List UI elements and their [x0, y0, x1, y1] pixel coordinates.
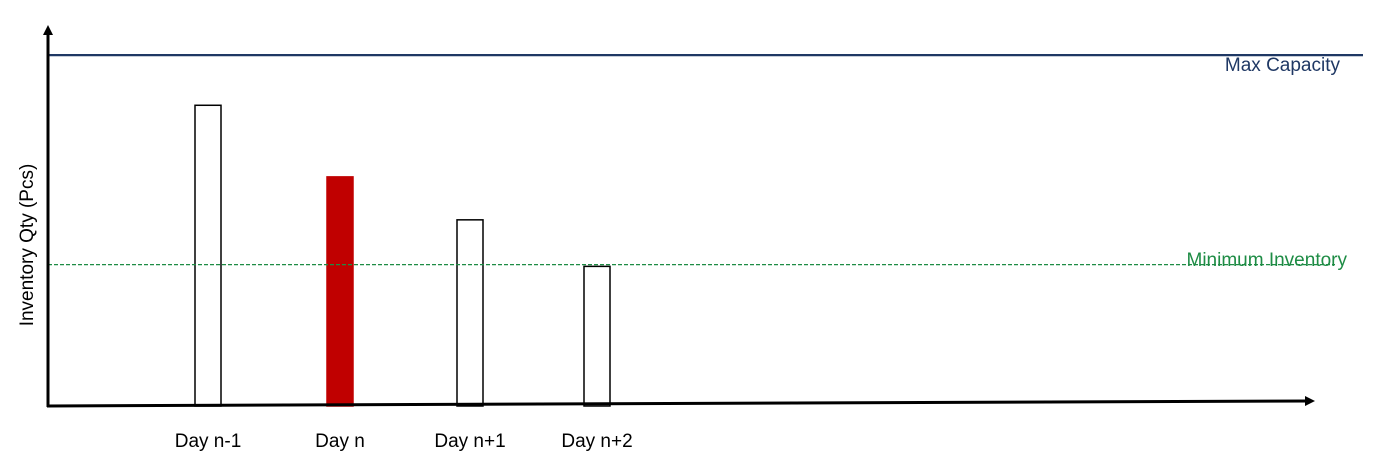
y-axis-label: Inventory Qty (Pcs): [17, 164, 38, 327]
bar-day-nminus1: [194, 104, 222, 407]
bar-day-n: [326, 176, 354, 407]
bar-day-nplus1: [456, 219, 484, 407]
x-tick-label: Day n+2: [561, 431, 632, 452]
x-tick-labels-layer: Day n-1 Day n Day n+1 Day n+2: [175, 431, 633, 452]
minimum-inventory-label: Minimum Inventory: [1187, 250, 1348, 271]
bars-layer: [194, 104, 611, 407]
bar-day-nplus2: [583, 265, 611, 407]
x-tick-label: Day n-1: [175, 431, 242, 452]
max-capacity-label: Max Capacity: [1225, 55, 1341, 76]
reference-lines-layer: [48, 54, 1363, 266]
axes-layer: [43, 25, 1315, 408]
x-axis: [46, 396, 1315, 408]
x-tick-label: Day n+1: [434, 431, 505, 452]
x-tick-label: Day n: [315, 431, 365, 452]
